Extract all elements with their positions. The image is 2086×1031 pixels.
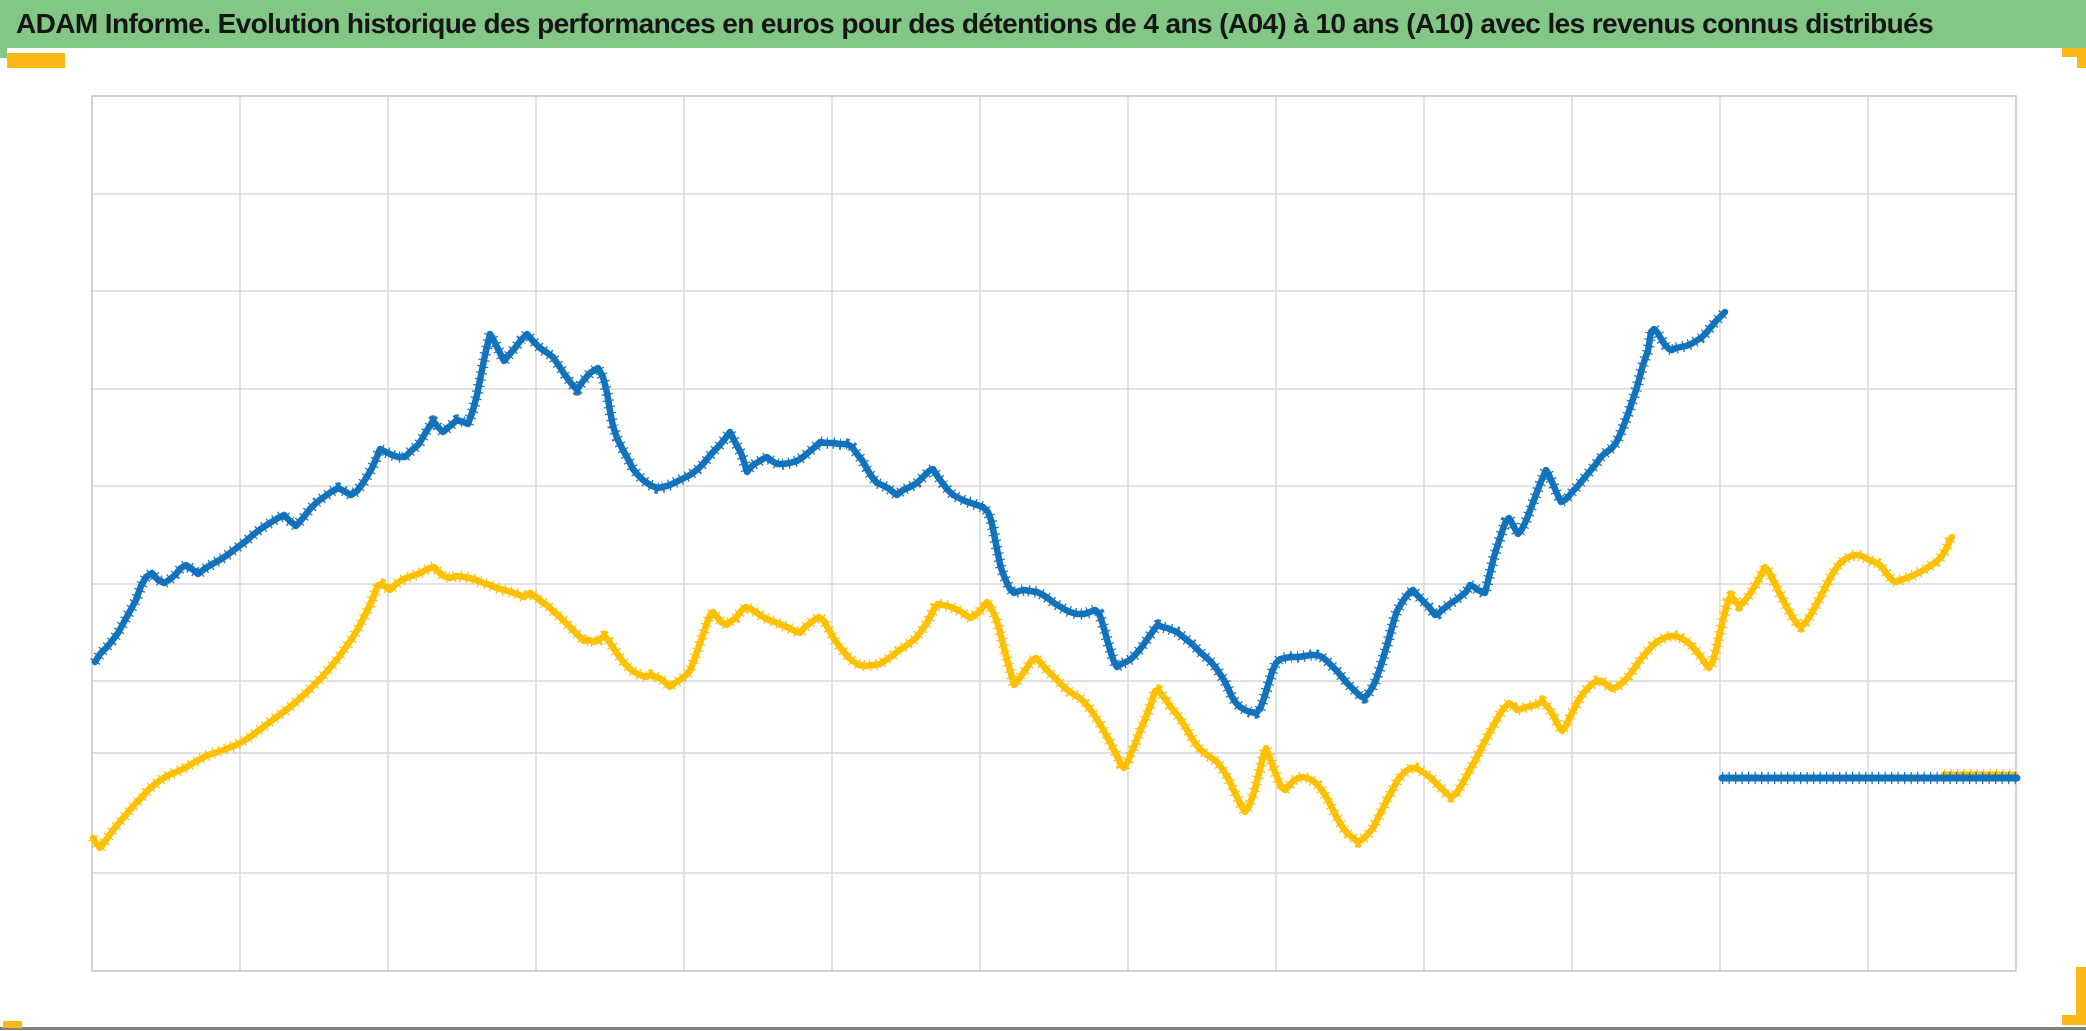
selection-handle-bottom-right-h[interactable] (2062, 1015, 2086, 1025)
selection-handle-top-right-h[interactable] (2062, 48, 2086, 57)
slide-title-bar: ADAM Informe. Evolution historique des p… (0, 0, 2086, 48)
selection-handle-top-left[interactable] (7, 53, 65, 68)
selection-handle-bottom-left[interactable] (3, 1021, 22, 1028)
selection-handle-bottom-right-v[interactable] (2076, 967, 2086, 1025)
selection-handle-top-right-v[interactable] (2077, 48, 2086, 68)
series-blue-performance[interactable] (91, 308, 1729, 717)
slide-bottom-edge (0, 1027, 2086, 1030)
page-title: ADAM Informe. Evolution historique des p… (16, 8, 1934, 39)
green-notch (0, 48, 7, 58)
plot-area-border[interactable] (91, 95, 2017, 972)
series-yellow-performance[interactable] (89, 533, 1956, 852)
